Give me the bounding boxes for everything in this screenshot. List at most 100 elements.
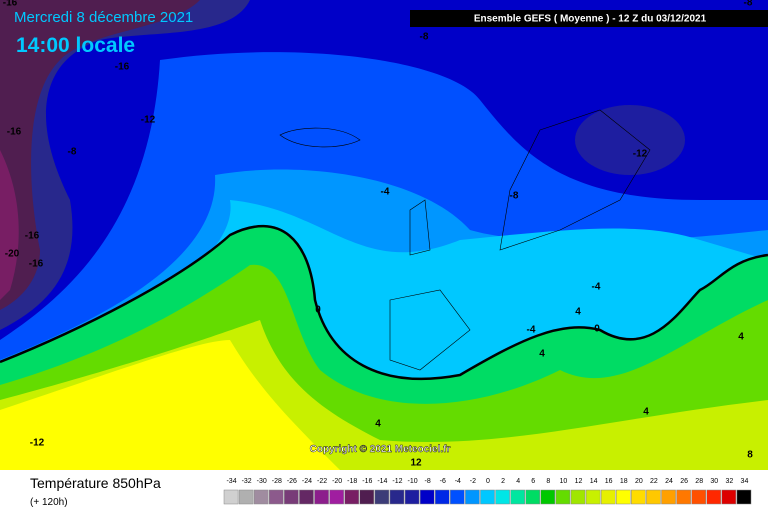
legend-label: -30 — [257, 478, 267, 485]
legend-swatch — [555, 489, 571, 505]
legend-label: 20 — [635, 478, 643, 485]
legend-swatch — [631, 489, 646, 505]
legend-swatch — [269, 489, 284, 505]
legend-label: -10 — [408, 478, 418, 485]
legend-swatch — [284, 489, 299, 505]
legend-label: -2 — [470, 478, 476, 485]
time: 14:00 locale — [16, 34, 135, 57]
contour-label: -12 — [633, 149, 648, 160]
contour-label: -4 — [592, 282, 601, 293]
legend-label: -8 — [425, 478, 431, 485]
legend-title: Température 850hPa — [30, 475, 161, 491]
legend-swatch — [329, 489, 344, 505]
contour-label: -16 — [25, 231, 40, 242]
legend-label: -12 — [392, 478, 402, 485]
contour-label: -8 — [510, 191, 519, 202]
contour-label: -4 — [381, 187, 390, 198]
legend-swatch — [374, 489, 390, 505]
contour-label: -8 — [68, 147, 77, 158]
legend-label: -4 — [455, 478, 461, 485]
legend-swatch — [299, 489, 314, 505]
legend-swatch — [344, 489, 360, 505]
legend-swatch — [359, 489, 375, 505]
date: Mercredi 8 décembre 2021 — [14, 9, 193, 26]
contour-label: -16 — [3, 0, 18, 9]
zone — [575, 105, 685, 175]
legend-label: -16 — [362, 478, 372, 485]
zone — [0, 150, 19, 300]
legend-swatch — [736, 489, 752, 505]
legend-swatch — [314, 489, 329, 505]
model-box — [410, 10, 768, 27]
contour-label: -20 — [5, 249, 20, 260]
legend-swatch — [570, 489, 586, 505]
contour-label: -16 — [29, 259, 44, 270]
legend-swatch — [510, 489, 525, 505]
legend-swatch — [661, 489, 676, 505]
legend-label: 0 — [486, 478, 490, 485]
contour-label: -12 — [30, 438, 45, 449]
contour-label: 4 — [539, 349, 545, 360]
contour-label: 0 — [315, 305, 321, 316]
legend-label: 2 — [501, 478, 505, 485]
legend-label: -6 — [440, 478, 446, 485]
legend-swatch — [238, 489, 254, 505]
legend-label: -20 — [332, 478, 342, 485]
legend-swatch — [721, 489, 737, 505]
legend-label: 16 — [605, 478, 613, 485]
legend-label: 28 — [695, 478, 703, 485]
legend-label: -24 — [302, 478, 312, 485]
legend-swatch — [525, 489, 541, 505]
legend-label: 8 — [546, 478, 550, 485]
legend-swatch — [404, 489, 420, 505]
legend-swatch — [465, 489, 480, 505]
contour-label: 4 — [738, 332, 744, 343]
legend-label: -34 — [226, 478, 236, 485]
contour-label: 8 — [747, 450, 753, 461]
legend-label: 14 — [590, 478, 598, 485]
legend-label: -22 — [317, 478, 327, 485]
legend-label: 26 — [680, 478, 688, 485]
legend-swatch — [495, 489, 510, 505]
legend-swatch — [450, 489, 465, 505]
legend-swatch — [389, 489, 405, 505]
legend-swatch — [676, 489, 691, 505]
zone — [0, 0, 250, 330]
legend-swatch — [253, 489, 269, 505]
legend-label: -32 — [242, 478, 252, 485]
legend-label: 24 — [665, 478, 673, 485]
model-info: Ensemble GEFS ( Moyenne ) - 12 Z du 03/1… — [474, 14, 707, 25]
legend-label: -26 — [287, 478, 297, 485]
contour-label: -8 — [420, 32, 429, 43]
contour-label: 0 — [594, 324, 600, 335]
legend-label: 10 — [560, 478, 568, 485]
legend-label: -28 — [272, 478, 282, 485]
legend-swatch — [646, 489, 661, 505]
legend-swatch — [540, 489, 556, 505]
legend-label: 32 — [725, 478, 733, 485]
legend-swatch — [600, 489, 616, 505]
legend-swatch — [585, 489, 601, 505]
legend-label: -18 — [347, 478, 357, 485]
contour-label: -4 — [527, 325, 536, 336]
coastline — [279, 109, 651, 371]
zone — [0, 0, 200, 310]
legend-label: 12 — [575, 478, 583, 485]
legend-label: -14 — [377, 478, 387, 485]
contour-label: 4 — [375, 419, 381, 430]
legend-swatch — [419, 489, 435, 505]
contour-label: 4 — [575, 307, 581, 318]
contour-label: 4 — [643, 407, 649, 418]
legend-lead: (+ 120h) — [30, 497, 68, 508]
copyright: Copyright © 2021 Meteociel.fr — [310, 444, 451, 455]
legend-swatch — [434, 489, 450, 505]
legend-label: 6 — [531, 478, 535, 485]
legend-label: 34 — [741, 478, 749, 485]
contour-label: -16 — [115, 62, 130, 73]
legend-swatch — [223, 489, 239, 505]
legend-label: 4 — [516, 478, 520, 485]
zero-isotherm — [0, 224, 768, 380]
contour-label: -12 — [141, 115, 156, 126]
legend-swatch — [615, 489, 631, 505]
